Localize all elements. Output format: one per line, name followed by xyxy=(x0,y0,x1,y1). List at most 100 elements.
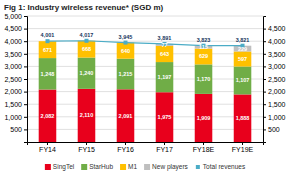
tick-mark xyxy=(125,142,126,145)
bar-segment xyxy=(78,58,96,89)
tick-mark xyxy=(263,29,266,30)
grid-line xyxy=(27,16,263,17)
bar-segment xyxy=(195,94,213,142)
tick-mark xyxy=(263,104,266,105)
tick-label: 4,500 xyxy=(4,25,22,32)
tick-mark xyxy=(164,142,165,145)
legend-swatch xyxy=(196,165,200,169)
bar-segment xyxy=(234,67,252,95)
data-label: 1,888 xyxy=(236,115,250,121)
title: Fig 1: Industry wireless revenue* (SGD m… xyxy=(4,3,163,12)
tick: 1,000 xyxy=(263,114,286,121)
tick-mark xyxy=(263,54,266,55)
tick: 2,500 xyxy=(263,76,286,83)
tick-label: 3,000 xyxy=(268,63,286,70)
tick-label: 2,500 xyxy=(268,76,286,83)
bar-segment xyxy=(234,51,252,66)
data-label: 3,823 xyxy=(197,37,211,43)
legend-label: New players xyxy=(152,163,189,171)
tick: FY19E xyxy=(232,142,254,153)
data-label: 4,001 xyxy=(41,32,55,38)
line-marker xyxy=(123,41,127,45)
tick-mark xyxy=(263,41,266,42)
line xyxy=(47,41,242,46)
tick-mark xyxy=(24,66,27,67)
tick-mark xyxy=(47,142,48,145)
bar-segment xyxy=(234,94,252,142)
legend-swatch xyxy=(45,164,51,170)
chart: 2,0822,1102,0911,9751,9091,8881,2481,240… xyxy=(0,0,290,174)
grid-line xyxy=(27,91,263,92)
tick-label: 1,000 xyxy=(268,114,286,121)
legend-item: New players xyxy=(144,163,189,171)
bar-segment xyxy=(234,46,252,52)
data-label: 597 xyxy=(238,56,247,62)
tick: 3,500 xyxy=(263,51,286,58)
tick-label: FY17 xyxy=(156,146,173,153)
tick-label: 2,000 xyxy=(268,88,286,95)
tick-mark xyxy=(24,54,27,55)
grid xyxy=(27,16,263,129)
tick-label: 4,000 xyxy=(4,38,22,45)
tick: FY16 xyxy=(117,142,134,153)
grid-line xyxy=(27,53,263,54)
tick: FY15 xyxy=(78,142,95,153)
data-label: 671 xyxy=(43,47,52,53)
data-label: 3,821 xyxy=(236,37,250,43)
bar-segment xyxy=(195,64,213,93)
tick-mark xyxy=(242,142,243,145)
tick-label: FY19E xyxy=(232,146,254,153)
tick-label: 500 xyxy=(268,126,280,133)
grid-line xyxy=(27,28,263,29)
tick: 1,000 xyxy=(4,114,27,121)
x-axis: FY14FY15FY16FY17FY18EFY19E xyxy=(28,142,264,153)
legend-item: SingTel xyxy=(45,163,75,171)
y2-axis: 5001,0001,5002,0002,5003,0003,5004,0004,… xyxy=(263,17,286,143)
legend-swatch xyxy=(120,164,126,170)
tick: 2,000 xyxy=(263,88,286,95)
tick: 4,000 xyxy=(4,38,27,45)
tick-mark xyxy=(203,142,204,145)
tick-mark xyxy=(263,129,266,130)
grid-line xyxy=(27,129,263,130)
legend: SingTelStarHubM1New playersTotal revenue… xyxy=(45,163,246,171)
data-label: 2,110 xyxy=(80,112,93,118)
line-marker xyxy=(45,39,49,43)
axis-line xyxy=(24,17,28,143)
tick: 5,000 xyxy=(4,13,27,20)
y-axis: 5001,0001,5002,0002,5003,0003,5004,0004,… xyxy=(4,13,27,143)
tick-label: FY18E xyxy=(193,146,215,153)
tick-mark xyxy=(24,29,27,30)
bar-segment xyxy=(156,46,174,62)
tick: 4,000 xyxy=(263,38,286,45)
tick-mark xyxy=(24,117,27,118)
legend-swatch xyxy=(144,164,150,170)
axis-line xyxy=(28,143,264,146)
data-label: 3,945 xyxy=(119,34,133,40)
bar-segment xyxy=(195,49,213,65)
data-label: 1,248 xyxy=(41,71,55,77)
tick-mark xyxy=(263,66,266,67)
tick-mark xyxy=(24,129,27,130)
tick-label: 4,500 xyxy=(268,25,286,32)
tick-label: 2,000 xyxy=(4,88,22,95)
tick-label: 3,500 xyxy=(4,51,22,58)
tick: 3,500 xyxy=(4,51,27,58)
tick: 2,500 xyxy=(4,76,27,83)
bar-segment xyxy=(117,89,135,142)
tick-label: FY15 xyxy=(78,146,95,153)
data-label: 2,082 xyxy=(41,113,55,119)
bar-segment xyxy=(156,92,174,142)
data-label: 1,240 xyxy=(80,70,94,76)
tick: 2,000 xyxy=(4,88,27,95)
tick-mark xyxy=(263,79,266,80)
tick: 3,000 xyxy=(263,63,286,70)
data-label: 2,091 xyxy=(119,113,133,119)
data-label: 1,909 xyxy=(197,115,211,121)
bar-segment xyxy=(39,58,57,89)
line-marker xyxy=(84,39,88,43)
tick: FY18E xyxy=(193,142,215,153)
tick-label: 3,500 xyxy=(268,51,286,58)
legend-label: Total revenues xyxy=(203,163,246,170)
data-labels: 2,0822,1102,0911,9751,9091,8881,2481,240… xyxy=(41,32,250,121)
